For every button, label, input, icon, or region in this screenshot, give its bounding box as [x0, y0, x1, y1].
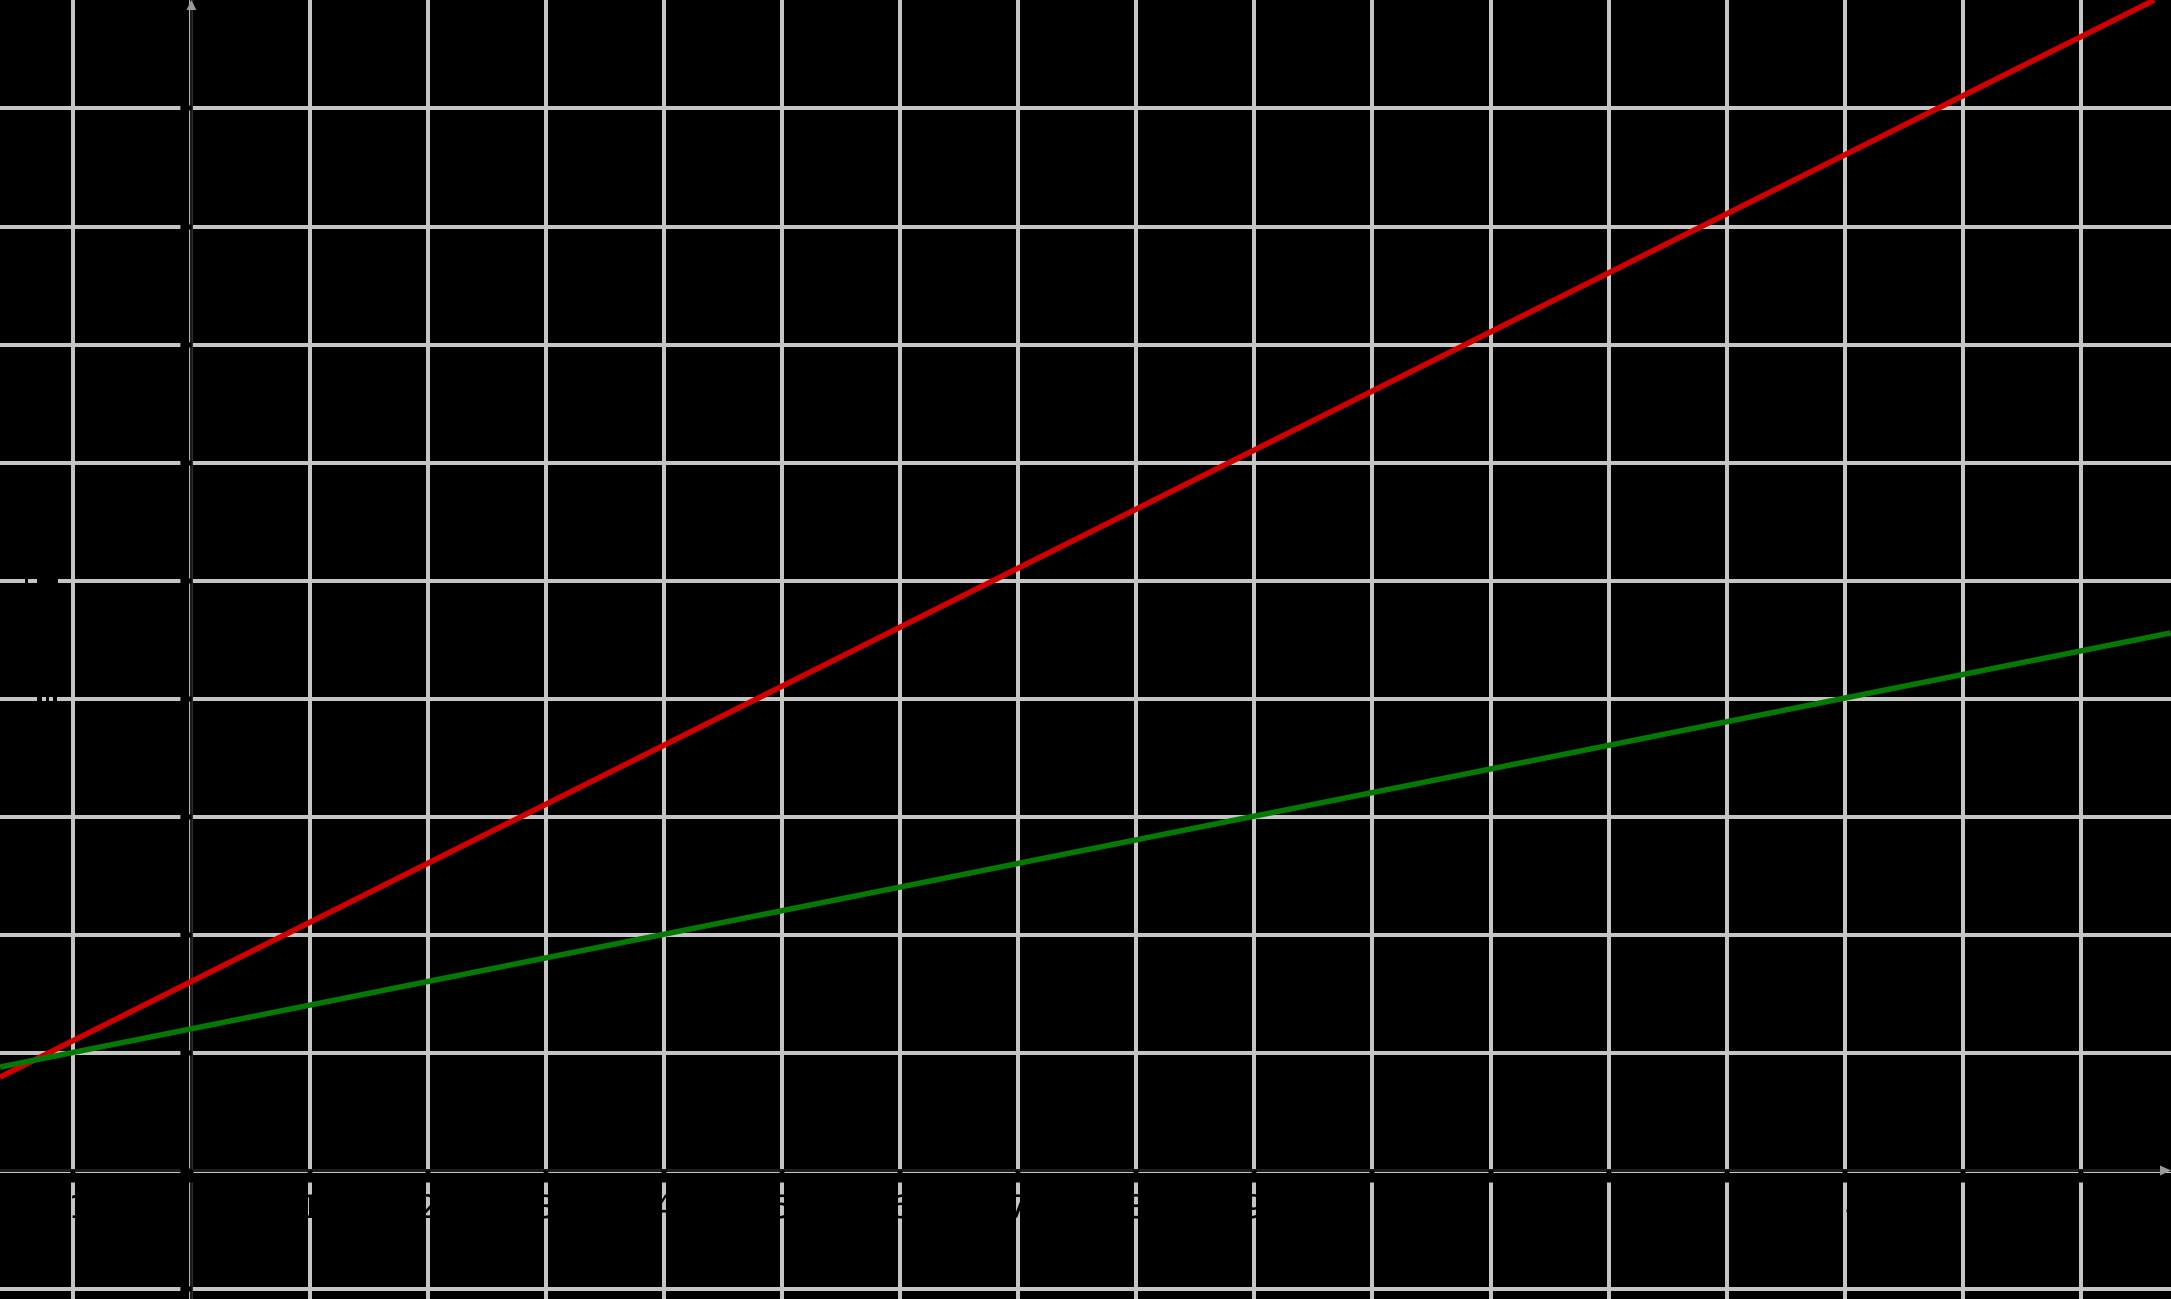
x-axis-tick [1606, 1170, 1612, 1183]
x-axis-tick [2078, 1170, 2084, 1183]
y-axis-arrow-icon [186, 0, 197, 10]
x-tick-label: 11 [1471, 1188, 1512, 1226]
x-tick-label: 14 [1825, 1188, 1866, 1226]
label-fragment [53, 696, 57, 701]
x-axis-tick [70, 1170, 76, 1183]
x-axis-arrow-icon [2160, 1165, 2171, 1176]
y-axis-tick [180, 932, 192, 938]
x-tick-label: 13 [1707, 1188, 1748, 1226]
x-tick-label: 10 [1352, 1188, 1393, 1226]
x-axis-tick [1488, 1170, 1494, 1183]
label-fragment [37, 696, 42, 701]
green-line[interactable] [0, 630, 2171, 1070]
x-tick-label: 16 [2061, 1188, 2102, 1226]
label-fragment [25, 578, 28, 583]
red-line[interactable] [0, 0, 2156, 1080]
x-axis-tick [1251, 1170, 1257, 1183]
x-tick-labels: -1 0 1 2 3 4 5 6 7 8 9 10 11 12 13 14 15 16 [57, 1188, 2101, 1226]
function-lines [0, 0, 2171, 1080]
x-tick-label: 15 [1943, 1188, 1984, 1226]
y-axis-tick [180, 224, 192, 230]
axis-ticks [70, 105, 2084, 1292]
x-tick-label: 3 [536, 1188, 556, 1226]
x-tick-label: 8 [1126, 1188, 1146, 1226]
y-axis-tick [180, 342, 192, 348]
x-tick-label: 2 [418, 1188, 438, 1226]
x-tick-label: 12 [1589, 1188, 1630, 1226]
y-axis-tick [180, 1050, 192, 1056]
label-fragment [46, 696, 49, 701]
y-axis-tick [180, 1286, 192, 1292]
y-axis-tick [180, 1168, 192, 1174]
x-axis-tick [1133, 1170, 1139, 1183]
y-axis-tick [180, 696, 192, 702]
y-axis-tick [180, 814, 192, 820]
x-axis-tick [1842, 1170, 1848, 1183]
x-tick-label: 9 [1244, 1188, 1264, 1226]
x-axis-tick [1960, 1170, 1966, 1183]
x-tick-label: 7 [1008, 1188, 1028, 1226]
x-axis-tick [1015, 1170, 1021, 1183]
x-tick-label: 6 [890, 1188, 910, 1226]
x-tick-label: 1 [300, 1188, 320, 1226]
x-axis-tick [425, 1170, 431, 1183]
left-edge-label-fragments [25, 578, 58, 701]
y-axis-tick [180, 460, 192, 466]
y-axis-tick [180, 105, 192, 111]
x-axis-tick [543, 1170, 549, 1183]
x-axis-tick [661, 1170, 667, 1183]
x-axis-tick [779, 1170, 785, 1183]
x-tick-label: 0 [164, 1188, 184, 1226]
x-axis-tick [188, 1170, 194, 1183]
x-axis-tick [307, 1170, 313, 1183]
label-fragment [37, 578, 58, 583]
axis-arrowheads [186, 0, 2171, 1176]
x-axis-tick [1724, 1170, 1730, 1183]
x-axis-tick [897, 1170, 903, 1183]
x-tick-label: -1 [57, 1188, 89, 1226]
y-axis-tick [180, 578, 192, 584]
x-axis-tick [1369, 1170, 1375, 1183]
x-tick-label: 5 [772, 1188, 792, 1226]
x-tick-label: 4 [654, 1188, 674, 1226]
